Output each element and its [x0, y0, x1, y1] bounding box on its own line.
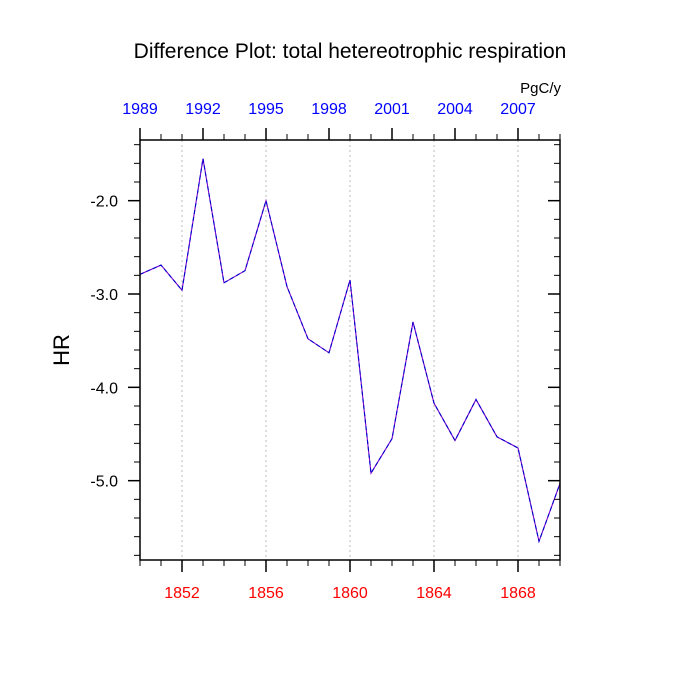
- series-group: [139, 158, 561, 544]
- y-tick-label: -4.0: [90, 380, 118, 397]
- top-tick-label: 2007: [500, 101, 536, 118]
- series-line-dashed: [139, 158, 561, 544]
- bottom-tick-label: 1864: [416, 585, 452, 602]
- top-tick-label: 2001: [374, 101, 410, 118]
- grid-lines: [181, 140, 519, 560]
- y-tick-label: -5.0: [90, 474, 118, 491]
- top-tick-label: 1989: [122, 101, 158, 118]
- bottom-tick-label: 1860: [332, 585, 368, 602]
- top-tick-label: 2004: [437, 101, 473, 118]
- bottom-tick-label: 1852: [164, 585, 200, 602]
- units-label: PgC/y: [520, 80, 561, 97]
- top-tick-label: 1992: [185, 101, 221, 118]
- tick-marks: [128, 128, 561, 572]
- top-tick-label: 1998: [311, 101, 347, 118]
- top-tick-label: 1995: [248, 101, 284, 118]
- tick-labels: 1852 1856 1860 1864 1868 1989 1992 1995 1998 2001…: [90, 101, 535, 602]
- y-tick-label: -3.0: [90, 287, 118, 304]
- chart-title: Difference Plot: total hetereotrophic re…: [133, 40, 567, 63]
- bottom-tick-label: 1868: [500, 585, 536, 602]
- bottom-tick-label: 1856: [248, 585, 284, 602]
- y-tick-label: -2.0: [90, 194, 118, 211]
